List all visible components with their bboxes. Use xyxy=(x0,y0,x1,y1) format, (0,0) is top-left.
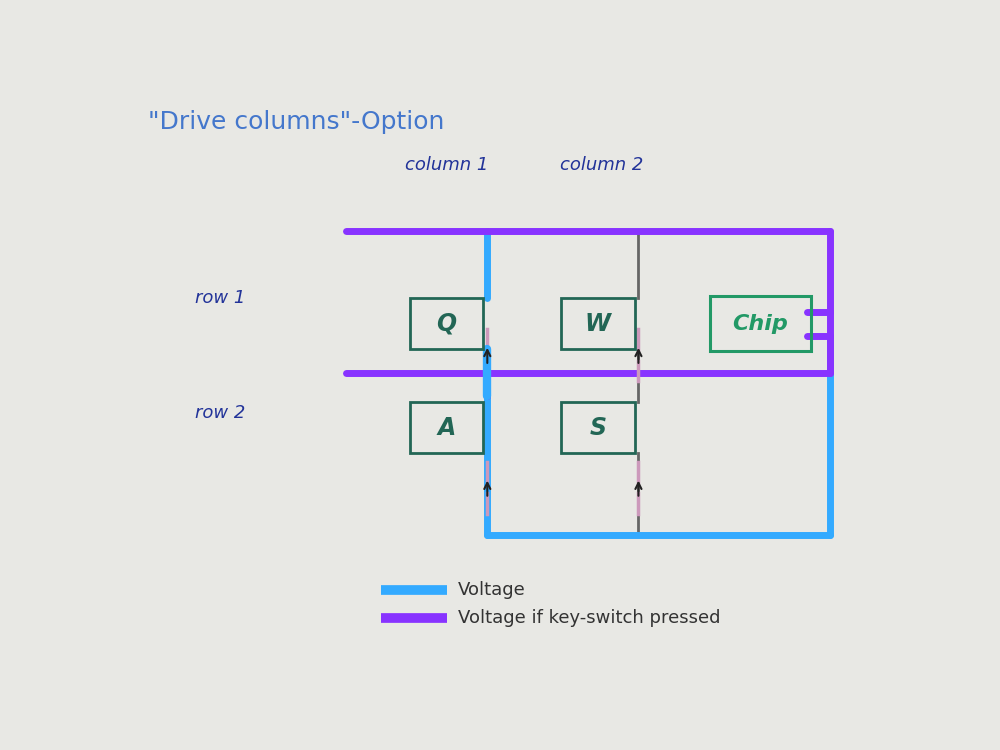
Text: A: A xyxy=(438,416,456,440)
Text: Q: Q xyxy=(437,312,457,336)
Text: S: S xyxy=(589,416,606,440)
Text: W: W xyxy=(585,312,611,336)
Bar xyxy=(710,296,811,351)
Bar xyxy=(561,403,635,453)
Text: row 2: row 2 xyxy=(195,404,245,422)
Bar xyxy=(410,403,483,453)
Text: "Drive columns"-Option: "Drive columns"-Option xyxy=(148,110,445,134)
Text: column 2: column 2 xyxy=(560,156,643,174)
Bar xyxy=(410,298,483,350)
Text: Voltage if key-switch pressed: Voltage if key-switch pressed xyxy=(458,610,721,628)
Bar xyxy=(561,298,635,350)
Text: column 1: column 1 xyxy=(405,156,488,174)
Text: row 1: row 1 xyxy=(195,289,245,307)
Text: Chip: Chip xyxy=(733,314,788,334)
Text: Voltage: Voltage xyxy=(458,580,526,598)
